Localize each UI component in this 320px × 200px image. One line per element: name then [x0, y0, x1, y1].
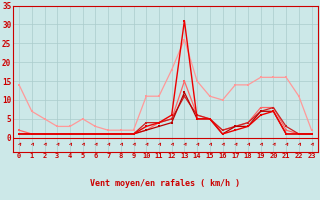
X-axis label: Vent moyen/en rafales ( km/h ): Vent moyen/en rafales ( km/h ): [90, 179, 240, 188]
